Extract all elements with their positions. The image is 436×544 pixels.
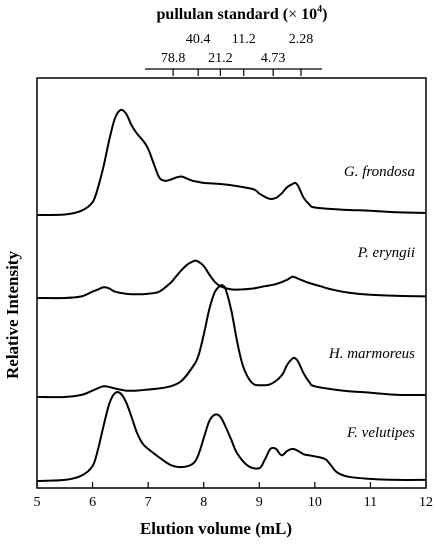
x-tick-label: 5 xyxy=(34,495,41,510)
pullulan-tick-label: 4.73 xyxy=(261,51,286,66)
series-line xyxy=(36,284,427,399)
x-tick-label: 10 xyxy=(308,495,322,510)
series-label: G. frondosa xyxy=(344,164,415,180)
pullulan-standards: 78.840.4 21.2 11.2 4.732.28 xyxy=(161,32,313,76)
series-label: H. marmoreus xyxy=(328,346,415,362)
pullulan-tick-label: 40.4 xyxy=(186,32,211,47)
pullulan-title-main: pullulan standard ( xyxy=(157,6,289,23)
y-axis-title: Relative Intensity xyxy=(3,251,22,379)
x-axis-title: Elution volume (mL) xyxy=(140,519,292,538)
pullulan-standard-title: pullulan standard (× 104) xyxy=(157,4,328,23)
series-labels: G. frondosa P. eryngii H. marmoreus F. velu… xyxy=(328,164,415,441)
series-line xyxy=(36,108,427,216)
x-tick-label: 8 xyxy=(200,495,207,510)
x-tick-label: 11 xyxy=(364,495,377,510)
x-tick-label: 6 xyxy=(89,495,96,510)
pullulan-title-close: ) xyxy=(322,6,327,23)
pullulan-tick-label: 78.8 xyxy=(161,51,186,66)
x-tick-label: 7 xyxy=(145,495,152,510)
pullulan-tick-label: 11.2 xyxy=(232,32,256,47)
series-traces xyxy=(36,108,427,482)
pullulan-tick-label: 21.2 xyxy=(208,51,233,66)
series-label: P. eryngii xyxy=(357,245,415,261)
plot-frame xyxy=(36,77,427,489)
x-axis-ticks: 5 6 7 8 9 10 11 12 xyxy=(34,482,433,510)
pullulan-title-base: 10 xyxy=(297,6,317,23)
pullulan-title-times: × xyxy=(288,6,297,23)
pullulan-tick-label: 2.28 xyxy=(289,32,314,47)
x-tick-label: 12 xyxy=(419,495,433,510)
series-label: F. velutipes xyxy=(346,425,415,441)
series-line xyxy=(36,391,427,482)
x-tick-label: 9 xyxy=(256,495,263,510)
pullulan-title-exponent: 4 xyxy=(317,4,322,15)
series-line xyxy=(36,259,427,300)
